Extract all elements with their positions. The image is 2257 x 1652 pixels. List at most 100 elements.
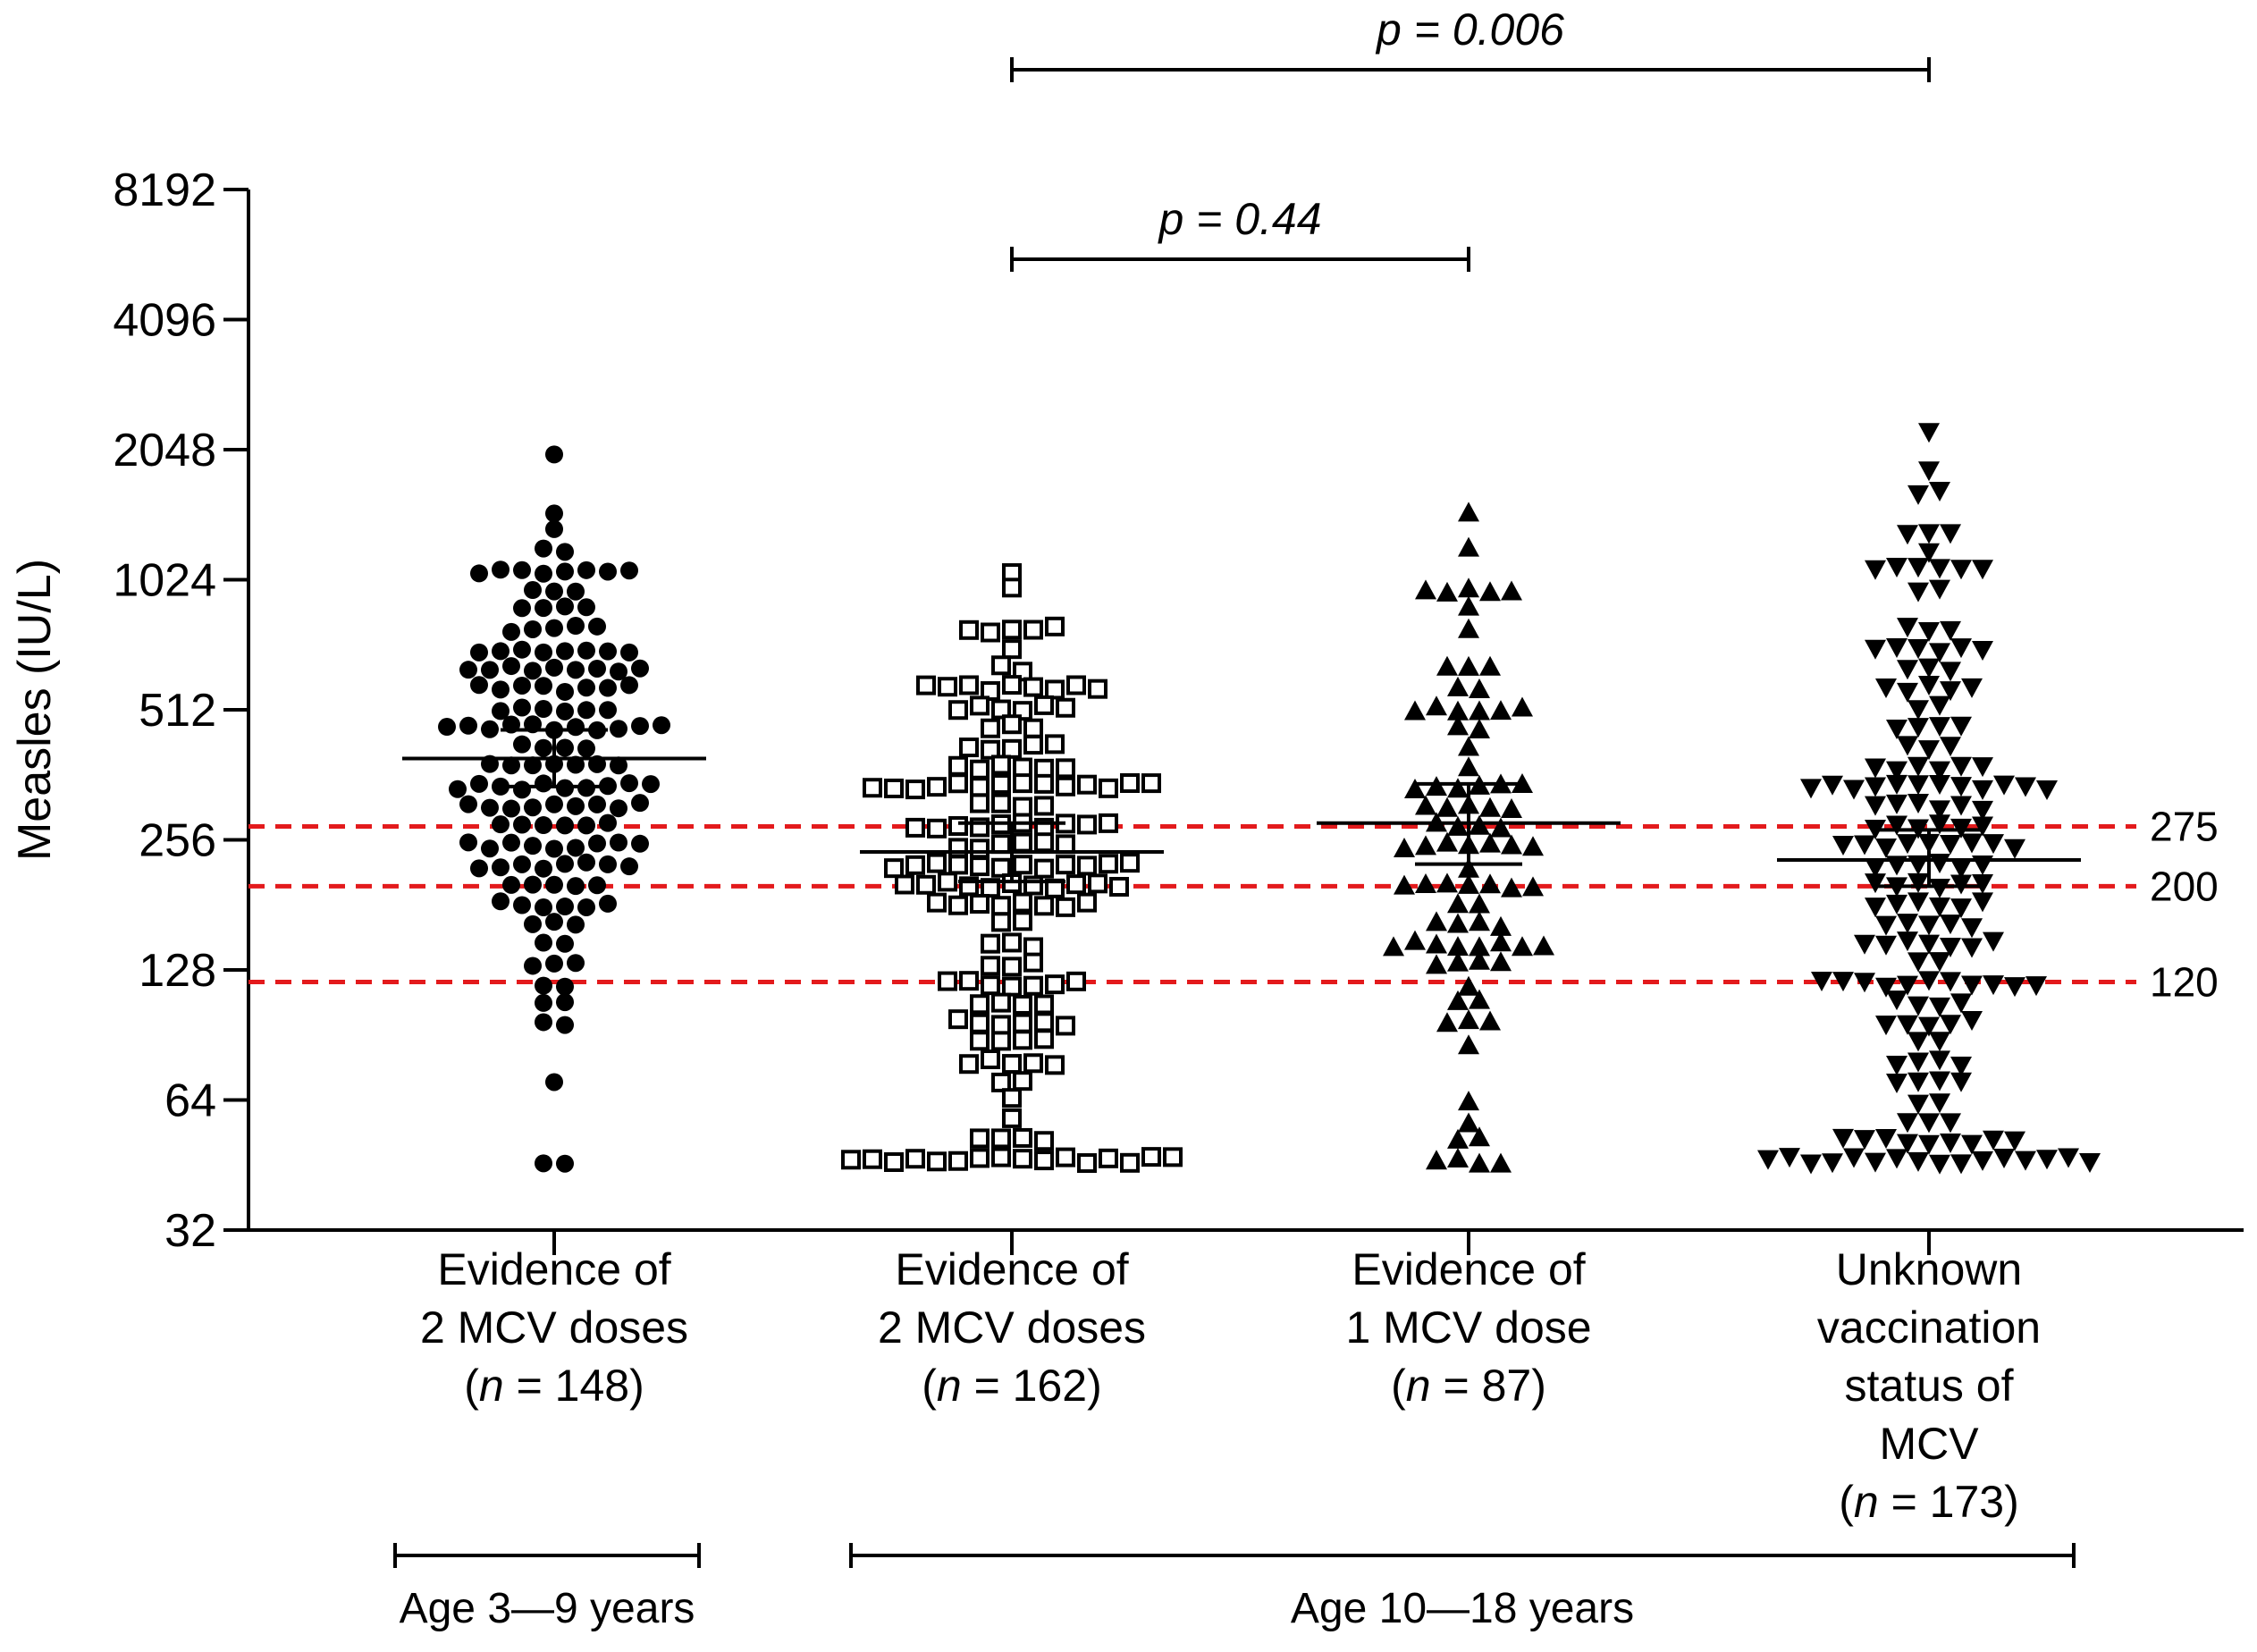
data-point: [535, 643, 552, 662]
data-point: [1013, 855, 1032, 875]
data-point: [1045, 616, 1065, 636]
data-point: [610, 833, 627, 852]
data-point: [1983, 1130, 2004, 1150]
data-point: [1908, 700, 1929, 721]
category-n-label: (n = 87): [1391, 1361, 1546, 1411]
axes: 32 64 128 256 512 1024 2048 4096 8192 Measles (IU…: [9, 164, 2244, 1257]
data-point: [567, 796, 585, 815]
data-point: [1479, 1010, 1501, 1031]
data-point: [502, 657, 520, 676]
reference-line-label: 120: [2150, 959, 2219, 1006]
data-point: [1908, 794, 1929, 814]
data-point: [492, 702, 510, 721]
data-point: [502, 875, 520, 894]
data-point: [1447, 1128, 1469, 1149]
data-point: [1918, 543, 1940, 563]
data-point: [991, 1031, 1011, 1051]
data-point: [1458, 536, 1479, 557]
data-point: [991, 793, 1011, 813]
data-point: [1854, 1130, 1875, 1150]
data-point: [991, 1128, 1011, 1149]
data-point: [577, 641, 595, 660]
data-point: [535, 898, 552, 917]
data-point: [948, 700, 968, 721]
data-point: [492, 858, 510, 877]
data-point: [1918, 676, 1940, 696]
data-point: [535, 976, 552, 995]
data-point: [1908, 1094, 1929, 1115]
data-point: [1045, 974, 1065, 995]
data-point: [513, 640, 531, 659]
gmt-summary-bars: [402, 728, 2081, 889]
data-point: [1875, 977, 1897, 998]
data-point: [1436, 1012, 1458, 1032]
data-point: [1940, 1015, 1961, 1035]
data-point: [481, 720, 499, 738]
data-point: [991, 1147, 1011, 1167]
y-tick-label: 32: [164, 1205, 216, 1257]
data-point: [1034, 1131, 1054, 1151]
data-point: [1120, 853, 1140, 873]
data-point: [2036, 780, 2058, 801]
data-point: [535, 816, 552, 835]
data-point: [927, 853, 947, 873]
data-point: [1034, 994, 1054, 1015]
data-point: [970, 1128, 990, 1149]
category-label: Evidence of: [895, 1244, 1128, 1294]
data-point: [1908, 1052, 1929, 1073]
data-point: [1056, 697, 1075, 718]
data-point: [481, 839, 499, 858]
data-point: [610, 720, 627, 738]
data-point: [1447, 715, 1469, 736]
data-point: [1800, 779, 1822, 799]
data-point: [1077, 774, 1097, 795]
data-point: [1950, 777, 1972, 797]
data-point: [556, 1016, 574, 1034]
data-point: [620, 561, 638, 580]
data-point: [959, 1054, 979, 1075]
data-point: [1929, 997, 1950, 1017]
data-point: [1469, 911, 1490, 931]
data-point: [470, 564, 488, 583]
data-point: [1983, 834, 2004, 855]
annotations: p = 0.44 p = 0.006 Age 3—9 years Age 10—18 …: [393, 4, 2076, 1632]
data-point: [1865, 873, 1886, 894]
data-point: [535, 700, 552, 719]
data-point: [1929, 1050, 1950, 1071]
data-point: [567, 839, 585, 857]
data-point: [620, 857, 638, 876]
data-point: [1886, 990, 1908, 1011]
data-point: [535, 993, 552, 1012]
data-point: [970, 1148, 990, 1168]
data-point: [1447, 815, 1469, 836]
data-point: [1013, 994, 1032, 1015]
data-point: [1002, 1088, 1022, 1108]
data-point: [459, 661, 477, 679]
data-point: [1940, 937, 1961, 957]
data-point: [1865, 758, 1886, 779]
data-point: [545, 954, 563, 973]
data-point: [556, 898, 574, 916]
data-point: [1469, 718, 1490, 738]
data-point: [1918, 934, 1940, 955]
data-point: [1002, 738, 1022, 759]
data-point: [1757, 1150, 1779, 1170]
data-point: [1099, 778, 1118, 798]
data-point: [545, 445, 563, 464]
data-point: [513, 599, 531, 618]
data-point: [1908, 775, 1929, 796]
data-points: [438, 423, 2101, 1175]
data-point: [1436, 831, 1458, 852]
data-point: [927, 892, 947, 913]
data-point: [1533, 935, 1554, 956]
data-point: [545, 504, 563, 523]
data-point: [1426, 695, 1447, 716]
data-point: [1099, 813, 1118, 833]
data-point: [1908, 872, 1929, 893]
data-point: [1897, 1015, 1918, 1035]
data-point: [1469, 893, 1490, 914]
data-point: [938, 971, 957, 991]
data-point: [959, 675, 979, 695]
data-point: [567, 877, 585, 896]
data-point: [524, 662, 542, 680]
